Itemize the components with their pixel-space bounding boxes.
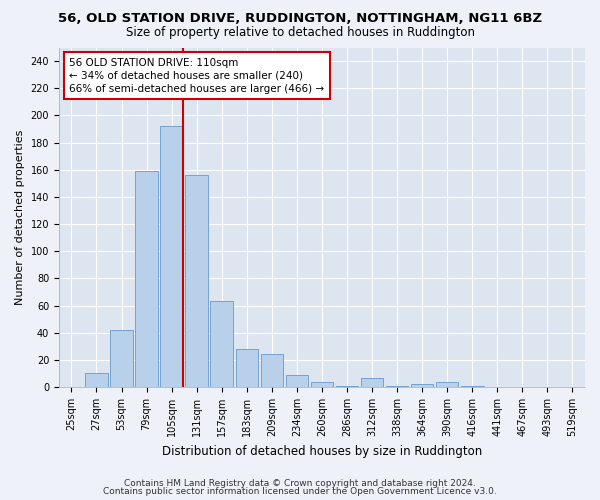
Bar: [136, 171, 158, 387]
Bar: [110, 330, 133, 387]
Text: Contains HM Land Registry data © Crown copyright and database right 2024.: Contains HM Land Registry data © Crown c…: [124, 478, 476, 488]
Bar: [386, 386, 409, 387]
Bar: [160, 126, 183, 387]
Bar: [411, 384, 433, 387]
Bar: [236, 349, 258, 387]
Text: Size of property relative to detached houses in Ruddington: Size of property relative to detached ho…: [125, 26, 475, 39]
Bar: [185, 175, 208, 387]
Bar: [211, 302, 233, 387]
Bar: [436, 382, 458, 387]
Bar: [336, 386, 358, 387]
X-axis label: Distribution of detached houses by size in Ruddington: Distribution of detached houses by size …: [162, 444, 482, 458]
Bar: [461, 386, 484, 387]
Text: Contains public sector information licensed under the Open Government Licence v3: Contains public sector information licen…: [103, 487, 497, 496]
Y-axis label: Number of detached properties: Number of detached properties: [15, 130, 25, 305]
Text: 56, OLD STATION DRIVE, RUDDINGTON, NOTTINGHAM, NG11 6BZ: 56, OLD STATION DRIVE, RUDDINGTON, NOTTI…: [58, 12, 542, 26]
Bar: [286, 375, 308, 387]
Bar: [85, 374, 108, 387]
Bar: [311, 382, 333, 387]
Bar: [361, 378, 383, 387]
Bar: [260, 354, 283, 387]
Text: 56 OLD STATION DRIVE: 110sqm
← 34% of detached houses are smaller (240)
66% of s: 56 OLD STATION DRIVE: 110sqm ← 34% of de…: [70, 58, 325, 94]
